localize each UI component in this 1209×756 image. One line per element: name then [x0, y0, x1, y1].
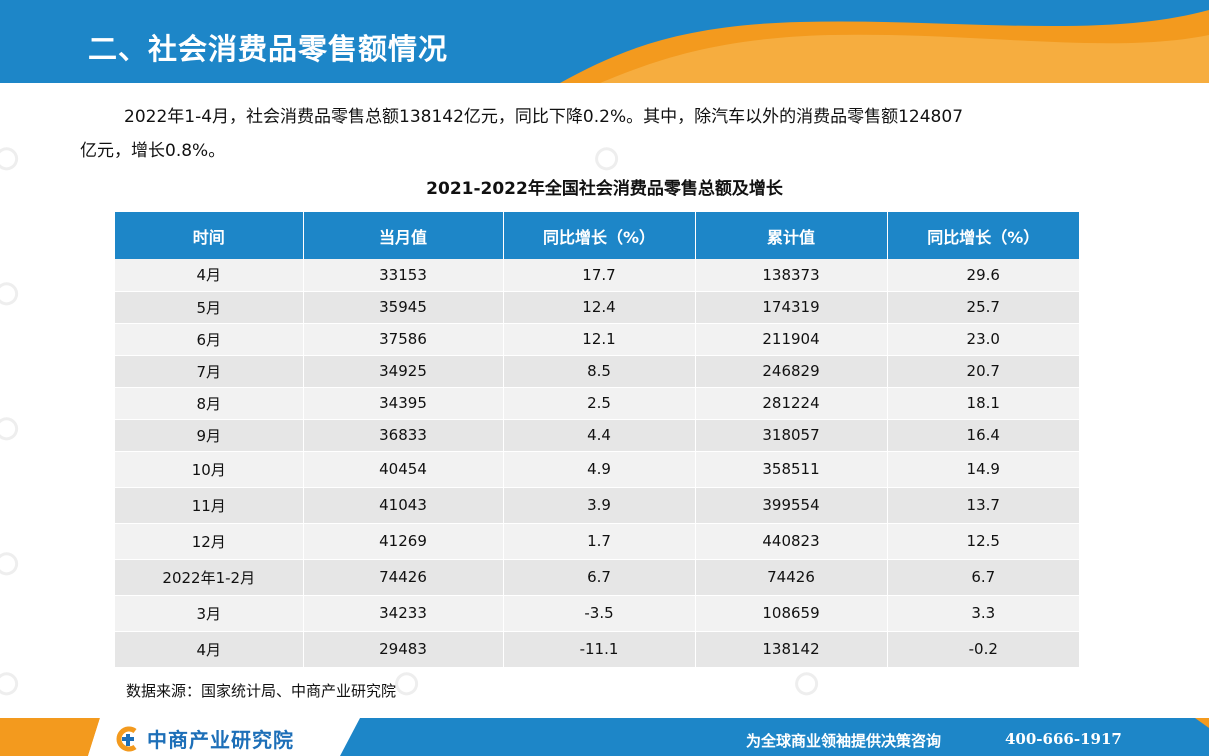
cell-cumulative-value: 318057	[695, 419, 888, 452]
header-time: 时间	[115, 212, 304, 259]
cell-cumulative-yoy: 12.5	[887, 523, 1079, 560]
header-monthly-value: 当月值	[303, 212, 504, 259]
cell-cumulative-yoy: 6.7	[887, 559, 1079, 596]
cell-monthly-yoy: 2.5	[503, 387, 696, 420]
footer-logo-text: 中商产业研究院	[147, 728, 294, 752]
cell-time: 8月	[115, 387, 304, 420]
cell-cumulative-value: 138142	[695, 631, 888, 668]
cell-time: 4月	[115, 631, 304, 668]
cell-monthly-value: 35945	[303, 291, 504, 324]
table-title: 2021-2022年全国社会消费品零售总额及增长	[426, 179, 783, 199]
table-row: 7月 34925 8.5 246829 20.7	[115, 355, 1079, 388]
cell-monthly-yoy: 17.7	[503, 259, 696, 292]
header-banner: 二、社会消费品零售额情况	[0, 0, 1209, 83]
cell-monthly-value: 40454	[303, 451, 504, 488]
cell-cumulative-value: 281224	[695, 387, 888, 420]
cell-monthly-yoy: 6.7	[503, 559, 696, 596]
cell-cumulative-value: 108659	[695, 595, 888, 632]
cell-time: 4月	[115, 259, 304, 292]
footer-phone: 400-666-1917	[1005, 730, 1122, 748]
cell-monthly-value: 34925	[303, 355, 504, 388]
page-title: 二、社会消费品零售额情况	[88, 32, 449, 66]
cell-cumulative-yoy: 18.1	[887, 387, 1079, 420]
cell-time: 5月	[115, 291, 304, 324]
intro-line-2: 亿元，增长0.8%。	[80, 141, 226, 161]
cell-time: 3月	[115, 595, 304, 632]
cell-cumulative-value: 211904	[695, 323, 888, 356]
data-source-note: 数据来源：国家统计局、中商产业研究院	[126, 682, 397, 700]
intro-line-1: 2022年1-4月，社会消费品零售总额138142亿元，同比下降0.2%。其中，…	[124, 107, 964, 127]
cell-time: 7月	[115, 355, 304, 388]
cell-cumulative-value: 246829	[695, 355, 888, 388]
cell-monthly-value: 74426	[303, 559, 504, 596]
cell-monthly-yoy: -3.5	[503, 595, 696, 632]
table-row: 11月 41043 3.9 399554 13.7	[115, 487, 1079, 524]
cell-monthly-value: 34395	[303, 387, 504, 420]
table-row: 4月 33153 17.7 138373 29.6	[115, 259, 1079, 292]
cell-cumulative-yoy: -0.2	[887, 631, 1079, 668]
cell-time: 6月	[115, 323, 304, 356]
table-row: 9月 36833 4.4 318057 16.4	[115, 419, 1079, 452]
cell-monthly-yoy: 1.7	[503, 523, 696, 560]
cell-monthly-yoy: 4.4	[503, 419, 696, 452]
cell-monthly-yoy: 12.1	[503, 323, 696, 356]
cell-cumulative-value: 138373	[695, 259, 888, 292]
table-row: 10月 40454 4.9 358511 14.9	[115, 451, 1079, 488]
table-row: 3月 34233 -3.5 108659 3.3	[115, 595, 1079, 632]
cell-cumulative-value: 358511	[695, 451, 888, 488]
cell-cumulative-yoy: 14.9	[887, 451, 1079, 488]
intro-paragraph: 2022年1-4月，社会消费品零售总额138142亿元，同比下降0.2%。其中，…	[80, 100, 1140, 168]
cell-monthly-value: 41269	[303, 523, 504, 560]
header-cumulative-value: 累计值	[695, 212, 888, 259]
table-row: 4月 29483 -11.1 138142 -0.2	[115, 631, 1079, 668]
cell-time: 2022年1-2月	[115, 559, 304, 596]
cell-cumulative-value: 399554	[695, 487, 888, 524]
cell-cumulative-yoy: 29.6	[887, 259, 1079, 292]
cell-time: 9月	[115, 419, 304, 452]
cell-monthly-yoy: 8.5	[503, 355, 696, 388]
cell-cumulative-value: 440823	[695, 523, 888, 560]
askci-logo-icon	[116, 726, 137, 751]
retail-sales-table: 时间 当月值 同比增长（%） 累计值 同比增长（%） 4月 33153 17.7…	[115, 212, 1079, 668]
cell-monthly-value: 37586	[303, 323, 504, 356]
table-row: 2022年1-2月 74426 6.7 74426 6.7	[115, 559, 1079, 596]
header-swoosh-decoration	[560, 10, 1209, 83]
cell-time: 11月	[115, 487, 304, 524]
cell-time: 12月	[115, 523, 304, 560]
cell-monthly-value: 33153	[303, 259, 504, 292]
footer-bar	[0, 718, 1209, 756]
footer-slogan: 为全球商业领袖提供决策咨询	[746, 732, 942, 750]
cell-cumulative-value: 174319	[695, 291, 888, 324]
cell-monthly-yoy: 3.9	[503, 487, 696, 524]
table-row: 12月 41269 1.7 440823 12.5	[115, 523, 1079, 560]
footer-logo: 中商产业研究院	[115, 724, 294, 753]
header-monthly-yoy: 同比增长（%）	[503, 212, 696, 259]
cell-cumulative-value: 74426	[695, 559, 888, 596]
cell-cumulative-yoy: 23.0	[887, 323, 1079, 356]
header-cumulative-yoy: 同比增长（%）	[887, 212, 1079, 259]
cell-monthly-value: 36833	[303, 419, 504, 452]
table-header-row: 时间 当月值 同比增长（%） 累计值 同比增长（%）	[115, 212, 1079, 259]
cell-cumulative-yoy: 16.4	[887, 419, 1079, 452]
cell-cumulative-yoy: 3.3	[887, 595, 1079, 632]
footer-background	[0, 718, 1209, 756]
cell-cumulative-yoy: 13.7	[887, 487, 1079, 524]
cell-cumulative-yoy: 20.7	[887, 355, 1079, 388]
table-row: 8月 34395 2.5 281224 18.1	[115, 387, 1079, 420]
cell-monthly-yoy: -11.1	[503, 631, 696, 668]
table-row: 6月 37586 12.1 211904 23.0	[115, 323, 1079, 356]
cell-monthly-value: 29483	[303, 631, 504, 668]
cell-monthly-value: 41043	[303, 487, 504, 524]
cell-monthly-yoy: 4.9	[503, 451, 696, 488]
cell-time: 10月	[115, 451, 304, 488]
cell-cumulative-yoy: 25.7	[887, 291, 1079, 324]
cell-monthly-value: 34233	[303, 595, 504, 632]
cell-monthly-yoy: 12.4	[503, 291, 696, 324]
table-row: 5月 35945 12.4 174319 25.7	[115, 291, 1079, 324]
